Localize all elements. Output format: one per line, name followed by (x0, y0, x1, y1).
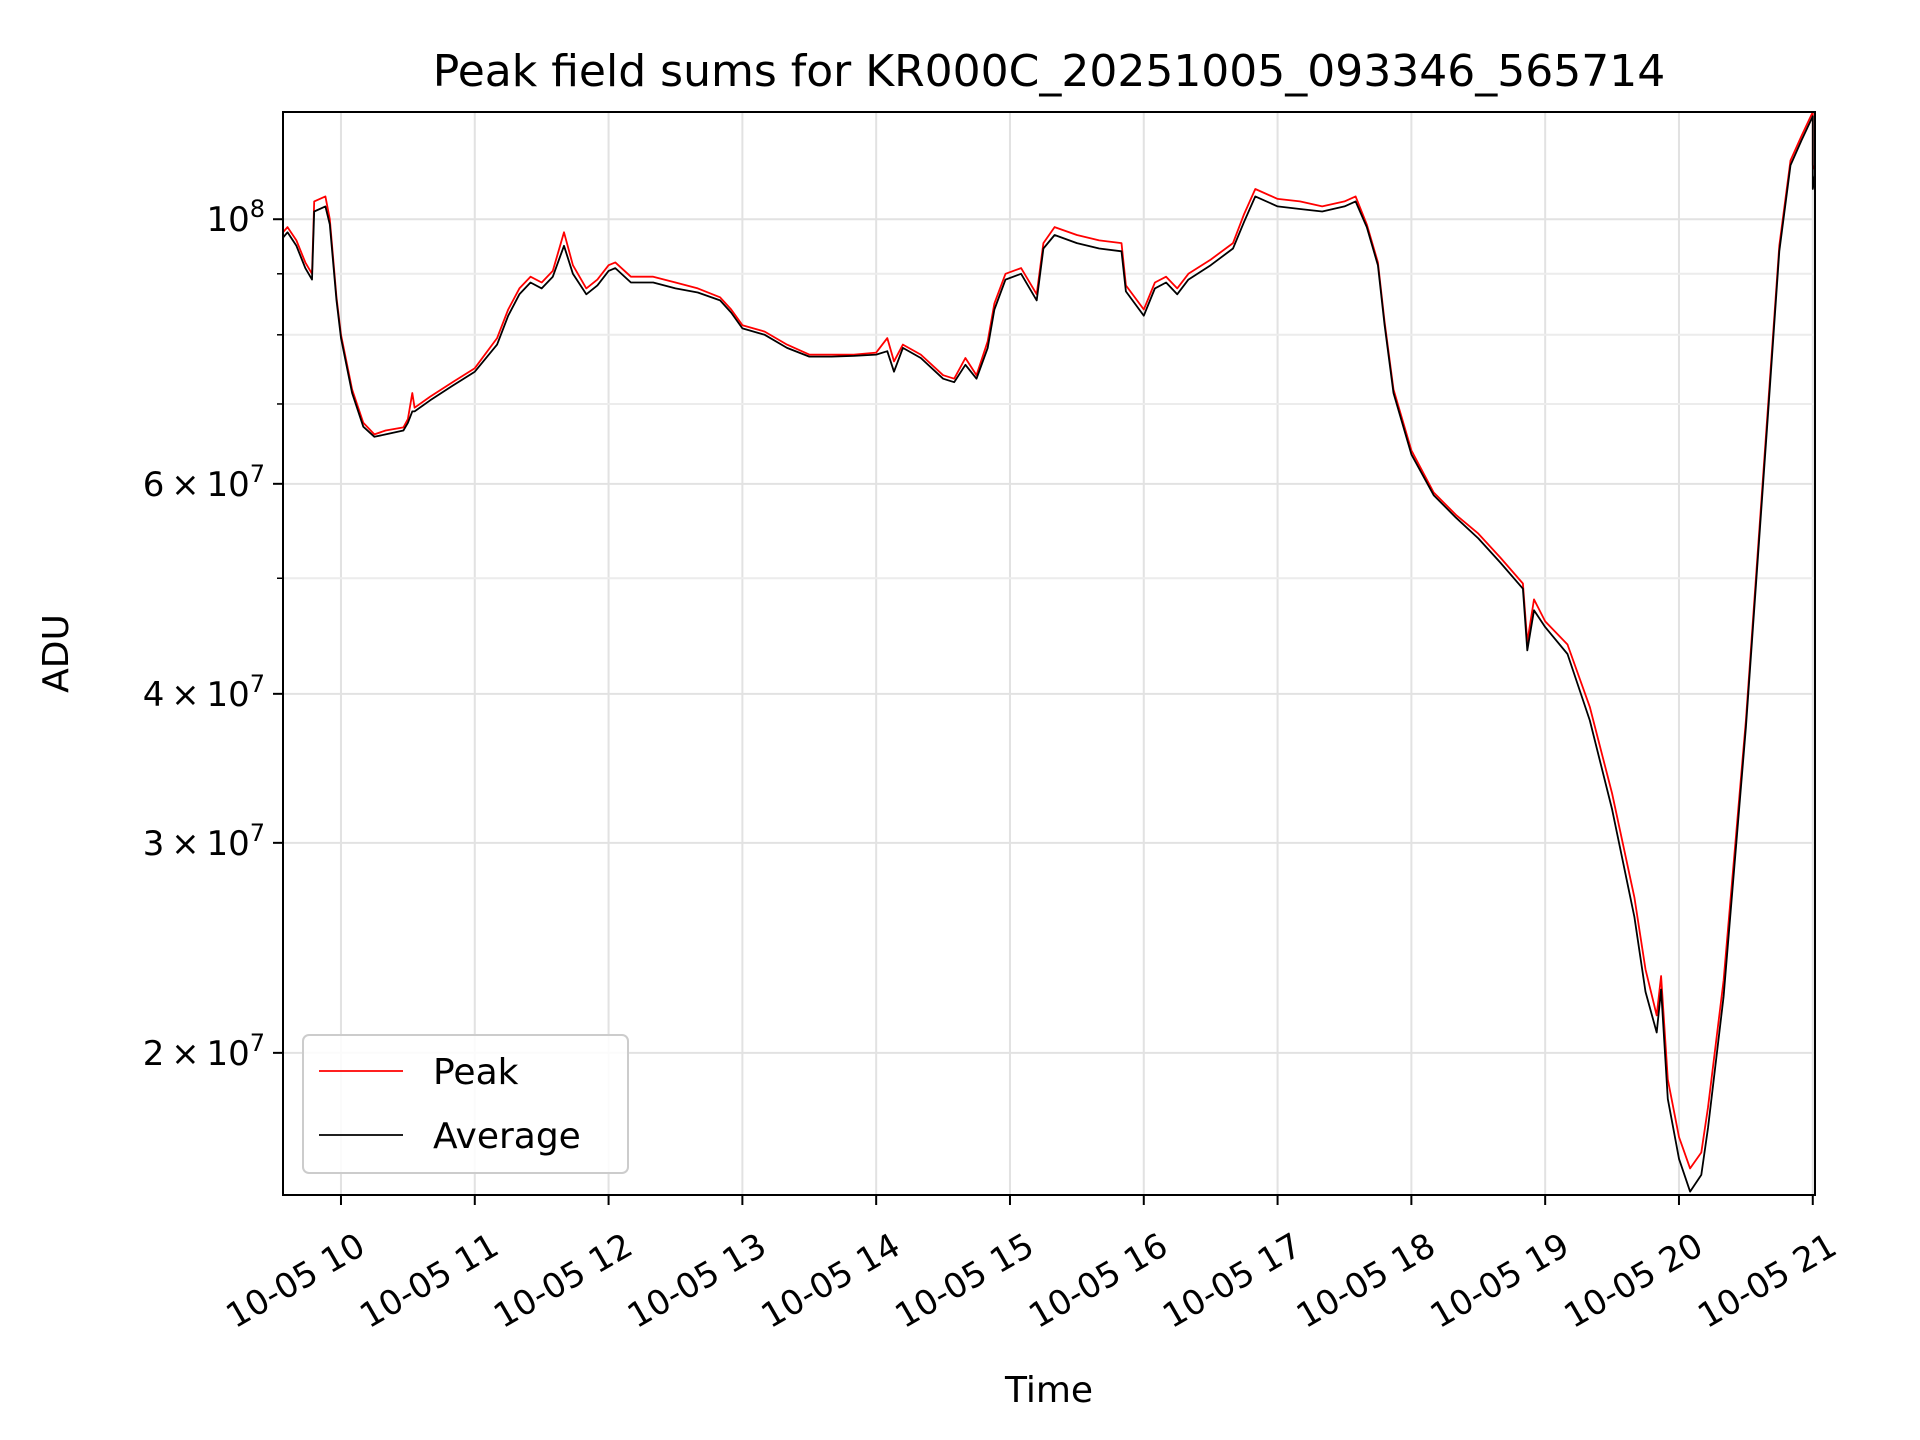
series-line-average (283, 115, 1815, 1193)
legend-label: Average (433, 1116, 581, 1157)
y-tick-label: 6 × 107 (143, 460, 265, 505)
y-tick-label: 4 × 107 (143, 670, 265, 715)
series-line-peak (283, 112, 1815, 1170)
y-tick-label: 3 × 107 (143, 819, 265, 864)
legend-label: Peak (433, 1052, 519, 1093)
plot-frame (282, 111, 1816, 1196)
y-axis: 2 × 107 3 × 107 4 × 107 6 × 107 108 (143, 195, 283, 1074)
chart-title: Peak field sums for KR000C_20251005_0933… (433, 46, 1665, 97)
x-axis-title: Time (1004, 1370, 1093, 1411)
grid-lines (283, 112, 1815, 1195)
y-tick-label: 108 (206, 195, 265, 240)
legend-box (302, 1034, 629, 1174)
y-axis-title: ADU (36, 614, 77, 693)
series-lines (283, 112, 1815, 1193)
legend: Peak Average (302, 1034, 629, 1174)
y-tick-label: 2 × 107 (143, 1029, 265, 1074)
